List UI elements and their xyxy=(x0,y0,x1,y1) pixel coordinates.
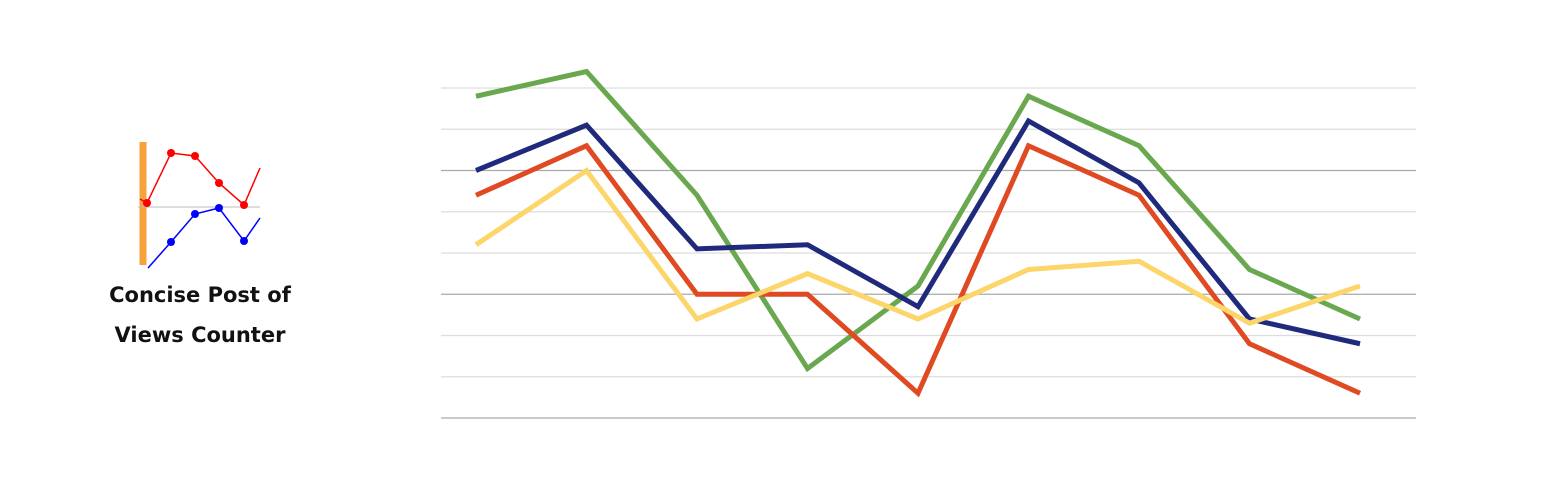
series-line xyxy=(475,68,1362,373)
logo-title: Views Counter xyxy=(115,323,287,347)
series-line xyxy=(474,167,1361,326)
series-line xyxy=(475,117,1361,347)
logo-title: Concise Post of xyxy=(109,283,292,307)
logo-icon xyxy=(138,142,261,269)
series-line xyxy=(474,142,1362,398)
icon-line xyxy=(147,207,261,269)
icon-dots xyxy=(143,149,248,209)
icon-line xyxy=(139,152,261,207)
icon-dots xyxy=(167,204,248,246)
